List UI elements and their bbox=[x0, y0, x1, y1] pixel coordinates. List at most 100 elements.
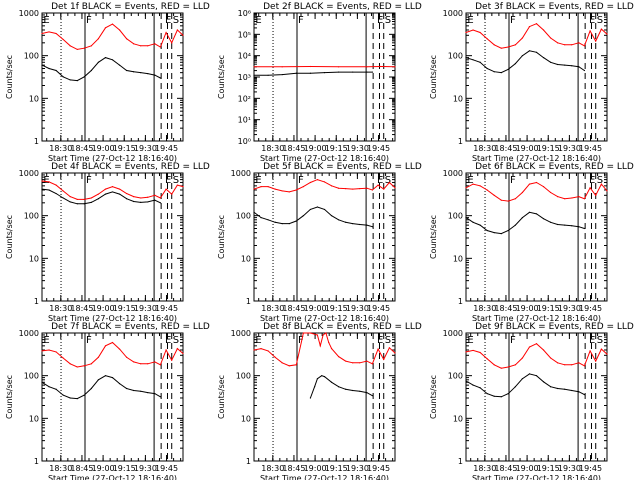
y-axis-label: Counts/sec bbox=[429, 375, 438, 419]
x-tick-label: 18:45 bbox=[70, 464, 93, 473]
series-lld-point bbox=[359, 188, 361, 190]
series-events-point bbox=[542, 218, 545, 220]
series-events-point bbox=[41, 381, 43, 383]
series-lld-point bbox=[371, 363, 374, 365]
series-events-point bbox=[126, 198, 128, 200]
marker-label: F bbox=[86, 15, 92, 26]
series-events-point bbox=[507, 68, 509, 70]
series-lld-point bbox=[319, 345, 321, 347]
y-tick-label: 1000 bbox=[19, 9, 39, 18]
series-lld-point bbox=[600, 28, 602, 30]
x-tick-label: 18:30 bbox=[261, 464, 284, 473]
series-events-point bbox=[486, 229, 488, 232]
x-tick-label: 19:45 bbox=[155, 304, 178, 313]
series-events-point bbox=[281, 73, 283, 76]
series-lld-point bbox=[514, 364, 516, 366]
x-tick-label: 19:45 bbox=[579, 304, 602, 313]
series-lld-point bbox=[338, 355, 340, 358]
series-events-point bbox=[583, 393, 586, 396]
series-events-point bbox=[281, 223, 283, 225]
series-events-point bbox=[359, 390, 361, 392]
x-tick-label: 18:30 bbox=[261, 144, 284, 153]
series-events-point bbox=[260, 217, 262, 219]
series-lld-point bbox=[133, 43, 135, 45]
y-tick-label: 10 bbox=[29, 414, 39, 423]
series-lld-point bbox=[62, 190, 64, 192]
series-events-point bbox=[104, 375, 107, 377]
y-tick-label: 10⁵ bbox=[238, 30, 251, 39]
series-events-point bbox=[493, 232, 495, 234]
series-events-point bbox=[83, 76, 85, 78]
series-events-point bbox=[521, 55, 524, 57]
series-lld-point bbox=[589, 350, 591, 352]
series-events-line bbox=[309, 375, 373, 399]
series-lld-point bbox=[571, 44, 573, 46]
marker-label: E bbox=[165, 335, 171, 346]
series-lld-point bbox=[267, 186, 269, 188]
series-events-point bbox=[90, 201, 92, 203]
series-events-point bbox=[557, 63, 559, 66]
series-lld-point bbox=[359, 362, 361, 364]
y-tick-label: 1000 bbox=[231, 329, 251, 338]
series-lld-point bbox=[302, 332, 304, 334]
y-tick-label: 100 bbox=[24, 52, 39, 61]
series-lld-point bbox=[479, 351, 481, 354]
x-tick-label: 19:45 bbox=[579, 464, 602, 473]
series-lld-point bbox=[578, 42, 580, 44]
marker-label: S bbox=[385, 15, 391, 26]
series-lld-point bbox=[154, 43, 156, 45]
series-events-point bbox=[253, 211, 255, 213]
x-tick-label: 19:30 bbox=[558, 144, 581, 153]
series-events-point bbox=[90, 387, 92, 390]
series-events-point bbox=[323, 72, 326, 74]
y-tick-label: 10³ bbox=[238, 73, 251, 82]
series-events-point bbox=[359, 223, 361, 226]
y-tick-label: 10 bbox=[29, 254, 39, 263]
series-events-point bbox=[352, 389, 354, 392]
plot-frame bbox=[41, 332, 184, 462]
series-lld-point bbox=[176, 348, 178, 350]
x-tick-label: 19:15 bbox=[113, 144, 136, 153]
series-lld-point bbox=[309, 332, 311, 334]
series-events-point bbox=[55, 69, 57, 72]
series-lld-point bbox=[514, 198, 516, 200]
series-lld-point bbox=[472, 349, 474, 352]
x-tick-label: 19:45 bbox=[367, 144, 390, 153]
series-lld-point bbox=[465, 187, 467, 189]
series-lld-point bbox=[41, 32, 43, 35]
series-lld-point bbox=[154, 194, 156, 196]
series-events-point bbox=[90, 69, 92, 72]
y-tick-label: 10⁴ bbox=[238, 52, 251, 61]
series-events-point bbox=[118, 193, 121, 195]
series-lld-point bbox=[325, 332, 327, 334]
y-tick-label: 1 bbox=[458, 297, 463, 306]
x-tick-label: 19:15 bbox=[113, 304, 136, 313]
series-events-point bbox=[48, 189, 50, 191]
series-lld-point bbox=[383, 188, 385, 190]
series-events-line bbox=[41, 57, 161, 82]
series-lld-point bbox=[55, 184, 57, 186]
series-lld-point bbox=[288, 365, 290, 367]
series-events-point bbox=[583, 69, 586, 72]
marker-label: E bbox=[43, 175, 49, 186]
series-events-point bbox=[528, 373, 531, 375]
series-lld-point bbox=[528, 346, 531, 348]
series-lld-point bbox=[479, 31, 481, 34]
x-tick-label: 18:45 bbox=[282, 464, 305, 473]
series-events-line bbox=[41, 188, 161, 205]
x-tick-label: 19:30 bbox=[346, 464, 369, 473]
series-events-point bbox=[345, 388, 347, 390]
series-lld-point bbox=[133, 361, 135, 363]
series-lld-point bbox=[550, 37, 552, 39]
series-lld-point bbox=[83, 365, 85, 367]
y-tick-label: 10 bbox=[453, 94, 463, 103]
marker-label: E bbox=[377, 335, 383, 346]
series-lld-point bbox=[600, 183, 602, 185]
series-events-line bbox=[254, 71, 373, 76]
series-events-point bbox=[465, 380, 467, 382]
series-lld-point bbox=[104, 27, 107, 29]
series-events-point bbox=[104, 193, 107, 195]
y-tick-label: 10⁰ bbox=[238, 137, 251, 146]
